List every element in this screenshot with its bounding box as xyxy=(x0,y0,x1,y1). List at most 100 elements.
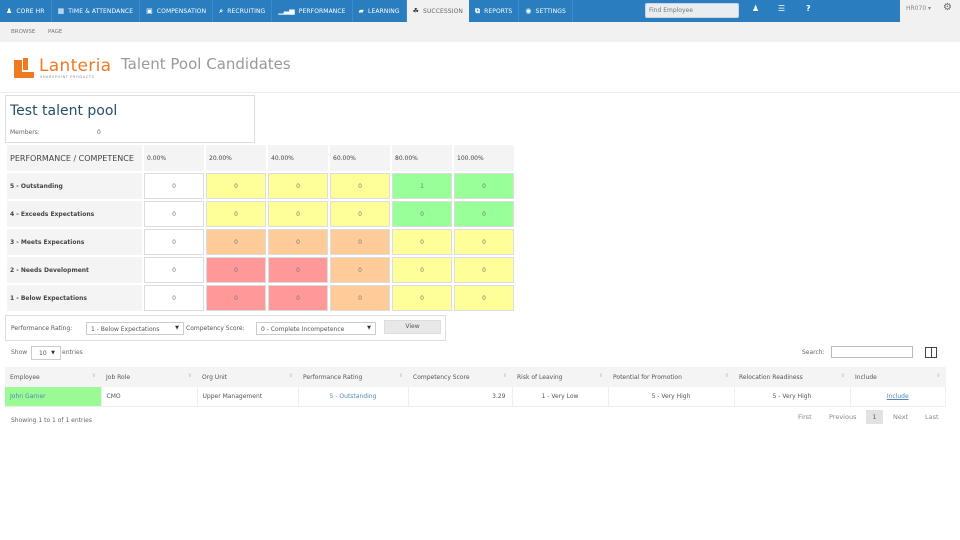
matrix-cell[interactable]: 0 xyxy=(268,257,328,283)
pagination-first[interactable]: First xyxy=(798,413,812,421)
sort-icon: ⬍ xyxy=(840,373,845,379)
entries-length-select[interactable]: 10 ▼ xyxy=(31,346,61,360)
matrix-cell[interactable]: 0 xyxy=(144,173,204,199)
logo-mark-icon xyxy=(14,58,34,78)
matrix-cell[interactable]: 0 xyxy=(330,257,390,283)
col-job-role[interactable]: Job Role ⬍ xyxy=(101,367,197,387)
matrix-cell[interactable]: 0 xyxy=(392,201,452,227)
col-potential-for-promotion[interactable]: Potential for Promotion ⬍ xyxy=(608,367,734,387)
money-icon: ▣ xyxy=(146,7,153,15)
employee-link[interactable]: John Garner xyxy=(5,387,102,407)
col-include[interactable]: Include ⬍ xyxy=(850,367,946,387)
matrix-cell[interactable]: 0 xyxy=(206,285,266,311)
top-navigation: ♟ CORE HR ▦ TIME & ATTENDANCE ▣ COMPENSATIO… xyxy=(0,0,960,22)
tab-performance[interactable]: ▁▃▅ PERFORMANCE xyxy=(272,0,353,22)
matrix-cell[interactable]: 0 xyxy=(392,257,452,283)
col-competency-score[interactable]: Competency Score ⬍ xyxy=(408,367,512,387)
competency-score-cell: 3.29 xyxy=(408,387,513,407)
col-employee[interactable]: Employee ⬍ xyxy=(5,367,101,387)
performance-rating-select[interactable]: 1 - Below Expectations ▼ xyxy=(86,322,184,335)
page-header: Lanteria SHAREPOINT PRODUCTS Talent Pool… xyxy=(0,42,960,93)
matrix-cell[interactable]: 0 xyxy=(392,229,452,255)
matrix-cell[interactable]: 0 xyxy=(268,201,328,227)
col-org-unit[interactable]: Org Unit ⬍ xyxy=(197,367,298,387)
tab-time-attendance[interactable]: ▦ TIME & ATTENDANCE xyxy=(52,0,141,22)
include-cell: Include xyxy=(850,387,946,407)
table-search-input[interactable] xyxy=(831,346,913,358)
matrix-row: 2 - Needs Development 0 0 0 0 0 0 xyxy=(7,257,514,283)
col-risk-of-leaving[interactable]: Risk of Leaving ⬍ xyxy=(512,367,608,387)
talent-pool-name: Test talent pool xyxy=(10,103,118,119)
matrix-cell[interactable]: 0 xyxy=(206,229,266,255)
sort-icon: ⬍ xyxy=(187,373,192,379)
matrix-row: 3 - Meets Expecations 0 0 0 0 0 0 xyxy=(7,229,514,255)
matrix-cell[interactable]: 0 xyxy=(144,229,204,255)
profile-icon[interactable]: ♟ xyxy=(752,4,760,13)
matrix-cell[interactable]: 0 xyxy=(454,285,514,311)
tab-core-hr[interactable]: ♟ CORE HR xyxy=(0,0,52,22)
matrix-cell[interactable]: 0 xyxy=(330,201,390,227)
ribbon-tab-page[interactable]: PAGE xyxy=(48,29,63,35)
matrix-cell[interactable]: 1 xyxy=(392,173,452,199)
sitemap-icon: ☘ xyxy=(412,7,420,15)
include-link[interactable]: Include xyxy=(886,392,909,400)
matrix-cell[interactable]: 0 xyxy=(454,173,514,199)
search-icon: ⌕ xyxy=(219,6,224,15)
matrix-cell[interactable]: 0 xyxy=(268,173,328,199)
matrix-row-label: 1 - Below Expectations xyxy=(7,285,142,311)
ribbon-tab-browse[interactable]: BROWSE xyxy=(11,29,36,35)
tab-learning[interactable]: ▰ LEARNING xyxy=(353,0,407,22)
sort-icon: ⬍ xyxy=(936,373,941,379)
module-menu: ♟ CORE HR ▦ TIME & ATTENDANCE ▣ COMPENSATIO… xyxy=(0,0,900,22)
pagination-last[interactable]: Last xyxy=(925,413,939,421)
tab-succession[interactable]: ☘ SUCCESSION xyxy=(406,0,469,22)
matrix-cell[interactable]: 0 xyxy=(454,257,514,283)
matrix-cell[interactable]: 0 xyxy=(206,173,266,199)
sort-icon: ⬍ xyxy=(91,373,96,379)
matrix-cell[interactable]: 0 xyxy=(206,257,266,283)
relocation-readiness-cell: 5 - Very High xyxy=(734,387,851,407)
matrix-cell[interactable]: 0 xyxy=(268,285,328,311)
col-relocation-readiness[interactable]: Relocation Readiness ⬍ xyxy=(734,367,850,387)
tab-reports[interactable]: ⧉ REPORTS xyxy=(469,0,520,22)
dropdown-arrow-icon: ▼ xyxy=(51,350,55,356)
matrix-cell[interactable]: 0 xyxy=(392,285,452,311)
tab-label: LEARNING xyxy=(368,7,400,15)
matrix-cell[interactable]: 0 xyxy=(330,229,390,255)
matrix-row-label: 2 - Needs Development xyxy=(7,257,142,283)
column-visibility-icon[interactable] xyxy=(925,347,937,358)
matrix-cell[interactable]: 0 xyxy=(454,229,514,255)
matrix-row-label: 5 - Outstanding xyxy=(7,173,142,199)
calendar-icon: ▦ xyxy=(57,7,65,15)
matrix-cell[interactable]: 0 xyxy=(330,285,390,311)
tab-settings[interactable]: ◉ SETTINGS xyxy=(519,0,573,22)
performance-rating-label: Performance Rating: xyxy=(11,325,73,332)
help-icon[interactable]: ? xyxy=(806,4,811,13)
members-count: 0 xyxy=(97,129,101,136)
pagination-previous[interactable]: Previous xyxy=(829,413,857,421)
tab-recruiting[interactable]: ⌕ RECRUITING xyxy=(213,0,273,22)
matrix-cell[interactable]: 0 xyxy=(268,229,328,255)
matrix-cell[interactable]: 0 xyxy=(144,285,204,311)
find-employee-input[interactable] xyxy=(645,3,739,18)
list-icon[interactable]: ☰ xyxy=(778,4,786,13)
dropdown-arrow-icon: ▼ xyxy=(367,325,371,331)
competency-score-select[interactable]: 0 - Complete Incompetence ▼ xyxy=(256,322,376,335)
performance-rating-cell: 5 - Outstanding xyxy=(298,387,409,407)
risk-of-leaving-cell: 1 - Very Low xyxy=(512,387,609,407)
matrix-cell[interactable]: 0 xyxy=(144,257,204,283)
matrix-cell[interactable]: 0 xyxy=(144,201,204,227)
col-performance-rating[interactable]: Performance Rating ⬍ xyxy=(298,367,408,387)
pagination-page-1[interactable]: 1 xyxy=(866,410,883,424)
settings-gear-icon[interactable]: ⚙ xyxy=(943,2,952,13)
matrix-col-header: 0.00% xyxy=(144,145,204,171)
matrix-cell[interactable]: 0 xyxy=(454,201,514,227)
user-menu[interactable]: HR070 ▾ xyxy=(906,5,932,12)
matrix-col-header: 80.00% xyxy=(392,145,452,171)
pagination-next[interactable]: Next xyxy=(893,413,909,421)
view-button[interactable]: View xyxy=(384,320,441,334)
matrix-cell[interactable]: 0 xyxy=(330,173,390,199)
matrix-cell[interactable]: 0 xyxy=(206,201,266,227)
nine-box-matrix: PERFORMANCE / COMPETENCE 0.00% 20.00% 40… xyxy=(5,143,516,313)
tab-compensation[interactable]: ▣ COMPENSATION xyxy=(140,0,214,22)
